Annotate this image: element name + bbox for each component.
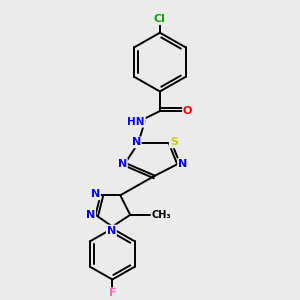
Text: N: N (118, 159, 127, 169)
Text: CH₃: CH₃ (152, 210, 172, 220)
Text: F: F (109, 288, 116, 298)
Text: Cl: Cl (154, 14, 166, 24)
Text: O: O (183, 106, 192, 116)
Text: HN: HN (128, 117, 145, 127)
Text: N: N (178, 159, 187, 169)
Text: N: N (131, 137, 141, 147)
Text: N: N (86, 210, 95, 220)
Text: N: N (91, 189, 100, 199)
Text: S: S (170, 137, 178, 147)
Text: N: N (107, 226, 116, 236)
